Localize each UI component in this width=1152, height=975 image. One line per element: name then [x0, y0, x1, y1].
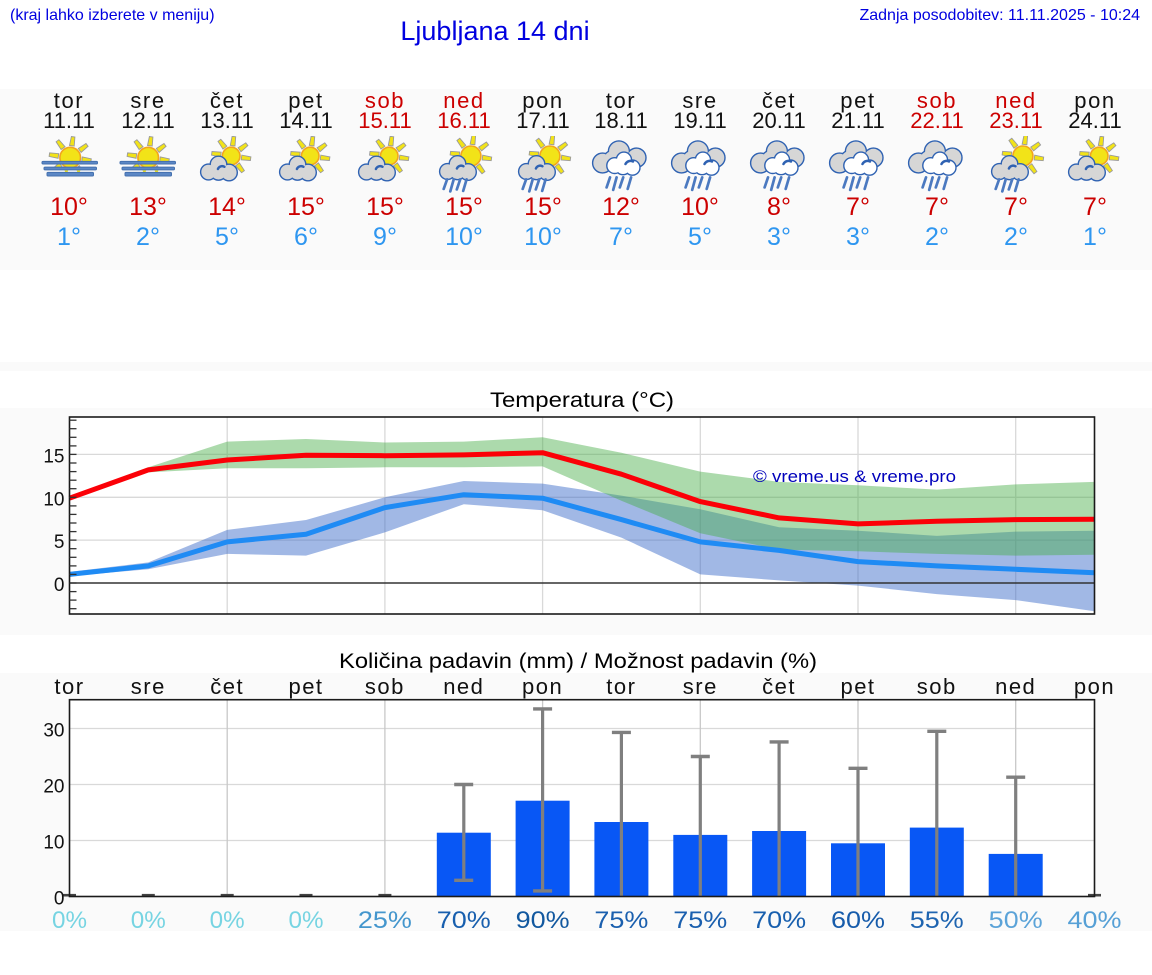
svg-text:10: 10 — [43, 833, 64, 854]
svg-text:75%: 75% — [673, 907, 727, 934]
svg-text:sre: sre — [131, 674, 166, 699]
svg-text:20: 20 — [43, 777, 64, 798]
svg-text:25%: 25% — [358, 907, 412, 934]
svg-text:tor: tor — [54, 674, 84, 699]
svg-text:0: 0 — [54, 575, 65, 596]
svg-text:30: 30 — [43, 721, 64, 742]
svg-text:60%: 60% — [831, 907, 885, 934]
svg-text:pet: pet — [288, 674, 323, 699]
svg-text:čet: čet — [210, 674, 244, 699]
svg-text:sre: sre — [683, 674, 718, 699]
svg-text:pon: pon — [522, 674, 563, 699]
svg-text:ned: ned — [995, 674, 1036, 699]
svg-text:0%: 0% — [131, 907, 166, 934]
svg-text:0%: 0% — [52, 907, 87, 934]
svg-text:Količina padavin (mm) / Možnos: Količina padavin (mm) / Možnost padavin … — [339, 650, 817, 673]
svg-text:5: 5 — [54, 532, 65, 553]
svg-text:Temperatura (°C): Temperatura (°C) — [490, 389, 674, 412]
svg-text:0: 0 — [54, 889, 65, 910]
svg-text:70%: 70% — [752, 907, 806, 934]
svg-text:75%: 75% — [594, 907, 648, 934]
svg-text:15: 15 — [43, 446, 64, 467]
svg-text:70%: 70% — [437, 907, 491, 934]
svg-text:čet: čet — [762, 674, 796, 699]
svg-text:pon: pon — [1074, 674, 1115, 699]
svg-text:sob: sob — [917, 674, 957, 699]
svg-text:0%: 0% — [210, 907, 245, 934]
svg-text:sob: sob — [365, 674, 405, 699]
svg-text:ned: ned — [443, 674, 484, 699]
svg-text:pet: pet — [840, 674, 875, 699]
svg-text:50%: 50% — [989, 907, 1043, 934]
svg-text:10: 10 — [43, 489, 64, 510]
svg-text:40%: 40% — [1068, 907, 1122, 934]
svg-text:0%: 0% — [289, 907, 324, 934]
svg-text:© vreme.us & vreme.pro: © vreme.us & vreme.pro — [753, 468, 956, 486]
svg-text:55%: 55% — [910, 907, 964, 934]
svg-text:tor: tor — [606, 674, 636, 699]
svg-text:90%: 90% — [516, 907, 570, 934]
